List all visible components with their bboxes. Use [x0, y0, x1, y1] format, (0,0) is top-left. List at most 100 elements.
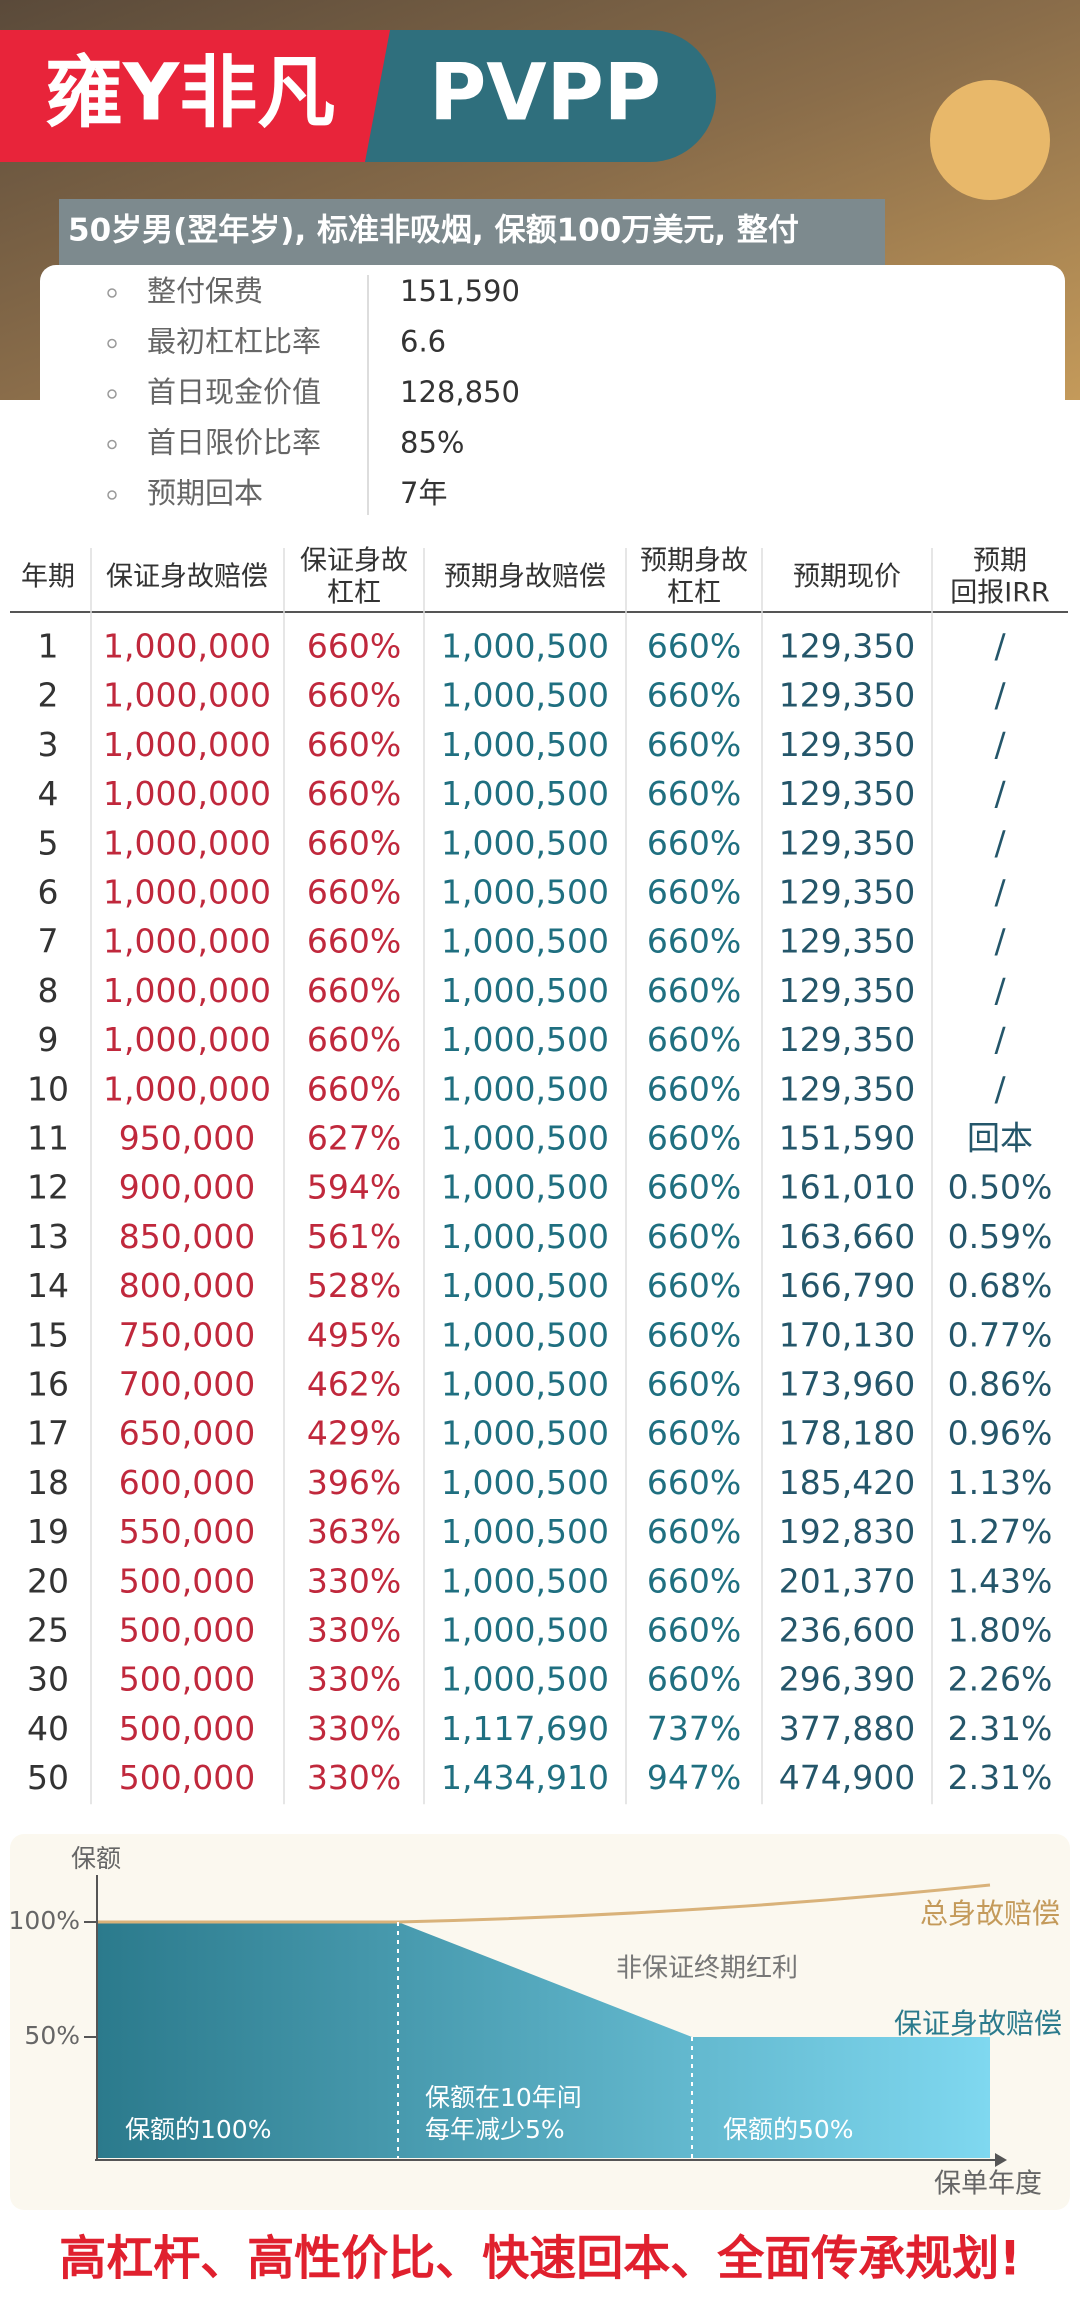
table-cell: 1,000,500	[441, 1414, 609, 1453]
table-cell: 129,350	[779, 823, 915, 862]
table-cell: 10	[27, 1069, 69, 1108]
table-cell: 660%	[307, 873, 401, 912]
table-cell: 回本	[967, 1119, 1033, 1158]
table-cell: 1.80%	[948, 1611, 1053, 1650]
table-cell: 4	[38, 774, 59, 813]
table-cell: 50	[27, 1758, 69, 1797]
summary-label: 首日现金价值	[147, 375, 321, 409]
table-cell: 660%	[647, 873, 741, 912]
table-cell: 1,000,000	[103, 725, 271, 764]
x-arrow	[995, 2153, 1007, 2167]
table-cell: 500,000	[119, 1561, 255, 1600]
slogan: 高杠杆、高性价比、快速回本、全面传承规划!	[59, 2232, 1020, 2287]
subtitle-bar	[59, 199, 885, 265]
table-cell: /	[994, 725, 1006, 764]
table-cell: 627%	[307, 1119, 401, 1158]
table-cell: 528%	[307, 1266, 401, 1305]
table-cell: 700,000	[119, 1365, 255, 1404]
bullet	[107, 389, 117, 399]
table-cell: 750,000	[119, 1315, 255, 1354]
table-cell: 1,000,500	[441, 725, 609, 764]
table-cell: /	[994, 971, 1006, 1010]
table-header: 保证身故	[300, 546, 408, 577]
table-cell: 737%	[647, 1709, 741, 1748]
table-cell: 1,000,500	[441, 823, 609, 862]
table-cell: 163,660	[779, 1217, 915, 1256]
table-cell: 660%	[307, 922, 401, 961]
table-cell: 429%	[307, 1414, 401, 1453]
phase-label: 保额的100%	[125, 2115, 271, 2144]
table-cell: 363%	[307, 1512, 401, 1551]
table-cell: 14	[27, 1266, 69, 1305]
table-cell: 9	[38, 1020, 59, 1059]
table-cell: 15	[27, 1315, 69, 1354]
table-cell: 947%	[647, 1758, 741, 1797]
title-banner	[0, 30, 400, 162]
table-cell: 660%	[647, 627, 741, 666]
table-cell: 2	[38, 676, 59, 715]
table-cell: 170,130	[779, 1315, 915, 1354]
bullet	[107, 439, 117, 450]
table-cell: 7	[38, 922, 59, 961]
summary-value: 151,590	[400, 274, 520, 308]
guaranteed-area	[97, 1922, 990, 2158]
table-cell: 850,000	[119, 1217, 255, 1256]
table-cell: 296,390	[779, 1660, 915, 1699]
table-header: 预期	[973, 546, 1027, 577]
table-cell: 129,350	[779, 873, 915, 912]
table-cell: 1,000,500	[441, 1168, 609, 1207]
table-cell: 192,830	[779, 1512, 915, 1551]
table-cell: 660%	[647, 1561, 741, 1600]
table-cell: 660%	[647, 971, 741, 1010]
table-header: 杠杠	[667, 578, 721, 609]
table-cell: 17	[27, 1414, 69, 1453]
table-cell: /	[994, 873, 1006, 912]
table-header: 预期身故	[640, 546, 748, 577]
table-cell: 25	[27, 1611, 69, 1650]
table-cell: 660%	[307, 627, 401, 666]
table-cell: 660%	[647, 1119, 741, 1158]
table-cell: 660%	[647, 1512, 741, 1551]
table-cell: 330%	[307, 1709, 401, 1748]
table-cell: 5	[38, 823, 59, 862]
bullet	[107, 338, 117, 349]
table-cell: 660%	[647, 1266, 741, 1305]
table-cell: 330%	[307, 1660, 401, 1699]
x-label: 保单年度	[934, 2169, 1042, 2200]
table-cell: 0.59%	[948, 1217, 1053, 1256]
table-cell: 19	[27, 1512, 69, 1551]
table-cell: 0.96%	[948, 1414, 1053, 1453]
table-cell: /	[994, 676, 1006, 715]
table-cell: 1,000,500	[441, 676, 609, 715]
table-header: 年期	[21, 562, 75, 593]
table-cell: 1,000,500	[441, 1069, 609, 1108]
table-cell: 1,000,500	[441, 971, 609, 1010]
table-cell: 1,000,000	[103, 922, 271, 961]
table-cell: 650,000	[119, 1414, 255, 1453]
table-cell: 0.50%	[948, 1168, 1053, 1207]
table-cell: 330%	[307, 1758, 401, 1797]
table-cell: /	[994, 922, 1006, 961]
table-cell: 1,000,500	[441, 1217, 609, 1256]
table-cell: 1,000,000	[103, 774, 271, 813]
product: PVPP	[429, 48, 661, 138]
table-cell: 660%	[647, 922, 741, 961]
table-cell: 151,590	[779, 1119, 915, 1158]
table-header: 回报IRR	[950, 578, 1049, 609]
table-cell: 129,350	[779, 971, 915, 1010]
table-cell: 600,000	[119, 1463, 255, 1502]
table-header: 预期身故赔偿	[444, 562, 606, 593]
table-cell: 660%	[647, 725, 741, 764]
table-cell: 2.31%	[948, 1758, 1053, 1797]
table-cell: 377,880	[779, 1709, 915, 1748]
pearl	[930, 80, 1050, 200]
table-cell: 800,000	[119, 1266, 255, 1305]
table-cell: 0.68%	[948, 1266, 1053, 1305]
table-cell: 660%	[647, 1217, 741, 1256]
table-cell: 13	[27, 1217, 69, 1256]
table-cell: 462%	[307, 1365, 401, 1404]
table-cell: 660%	[647, 1168, 741, 1207]
table-cell: 330%	[307, 1611, 401, 1650]
bullet	[107, 490, 117, 500]
table-cell: 1,434,910	[441, 1758, 609, 1797]
